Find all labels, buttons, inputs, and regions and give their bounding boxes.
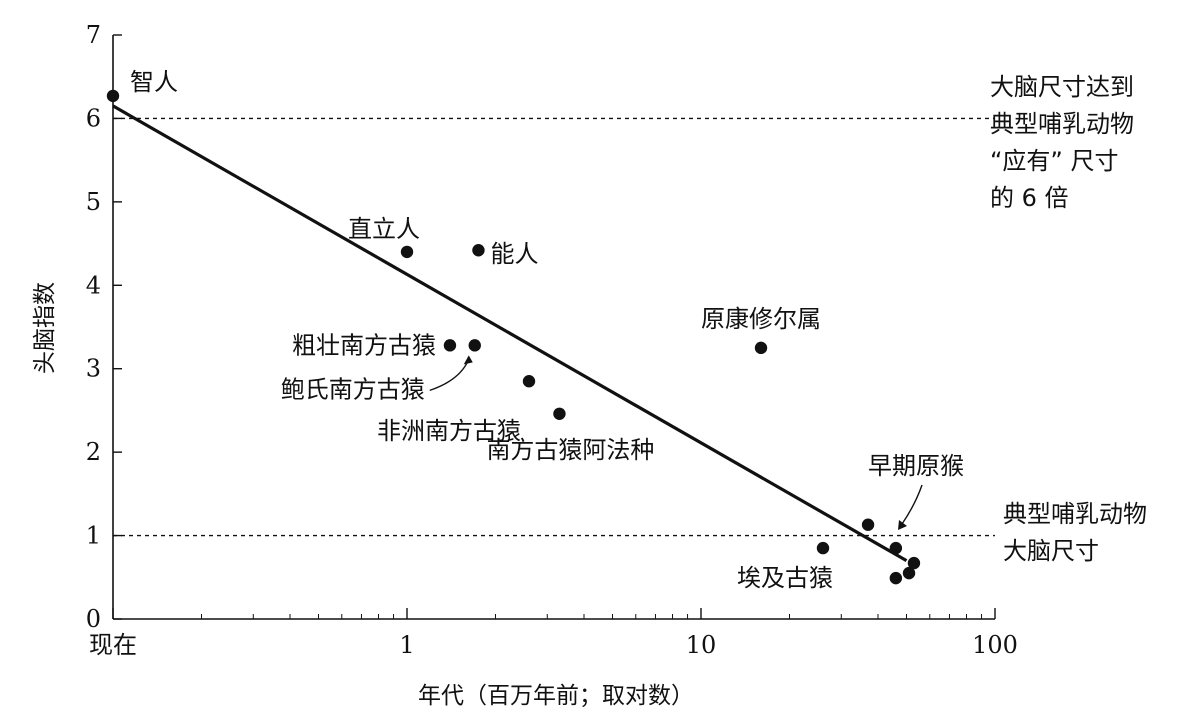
point-label: 非洲南方古猿 [377, 417, 521, 445]
leader-arrowhead [463, 355, 473, 365]
trend-line [112, 104, 908, 562]
data-point [443, 339, 457, 352]
y-tick-label: 0 [86, 605, 101, 633]
data-point [553, 407, 566, 420]
data-point [889, 571, 903, 585]
y-tick-label: 4 [86, 271, 101, 299]
data-point [889, 541, 903, 555]
reference-label-line: 典型哺乳动物 [1003, 500, 1147, 528]
data-point [754, 341, 768, 355]
x-tick-label: 10 [686, 631, 717, 659]
point-label: 埃及古猿 [737, 564, 833, 592]
x-axis-title: 年代（百万年前；取对数） [418, 683, 694, 709]
y-tick-label: 1 [86, 522, 101, 550]
data-point [522, 375, 536, 388]
data-point [907, 556, 921, 570]
data-point [468, 339, 481, 352]
trend-line-group [112, 104, 908, 562]
data-point [902, 566, 916, 580]
point-label: 能人 [490, 240, 538, 268]
reference-label-line: 大脑尺寸达到 [990, 73, 1134, 101]
point-label: 粗壮南方古猿 [292, 331, 436, 359]
point-label: 鲍氏南方古猿 [281, 375, 425, 403]
point-label: 原康修尔属 [701, 305, 821, 333]
y-axis-title: 头脑指数 [32, 282, 58, 374]
reference-label-line: 大脑尺寸 [1003, 537, 1099, 565]
y-tick-label: 2 [86, 438, 101, 466]
reference-label-line: 典型哺乳动物 [990, 110, 1134, 138]
reference-label-line: 的 6 倍 [990, 184, 1069, 212]
x-tick-label: 100 [972, 631, 1018, 659]
point-label: 南方古猿阿法种 [486, 436, 654, 464]
annotation-early-prosimians: 早期原猴 [868, 452, 964, 480]
annotation-arrowhead [898, 520, 907, 530]
y-tick-label: 5 [86, 188, 101, 216]
leader-line [429, 359, 470, 392]
x-tick-label: 1 [399, 631, 414, 659]
point-label: 智人 [130, 68, 178, 96]
reference-label-line: “应有” 尺寸 [990, 147, 1119, 175]
x-tick-label: 现在 [89, 631, 137, 659]
data-points [106, 89, 921, 585]
data-point [400, 245, 414, 259]
y-tick-label: 7 [86, 21, 101, 49]
data-point [861, 518, 875, 531]
axes: 0 1 2 3 4 5 6 7 现在 1 10 100 [86, 21, 1018, 659]
y-tick-label: 3 [86, 355, 101, 383]
data-point [816, 541, 830, 555]
annotation-leader-line [901, 484, 923, 525]
data-point [106, 89, 120, 103]
y-tick-label: 6 [86, 104, 101, 132]
point-label: 直立人 [348, 215, 420, 243]
data-point [472, 244, 485, 257]
reference-lines [113, 117, 995, 537]
